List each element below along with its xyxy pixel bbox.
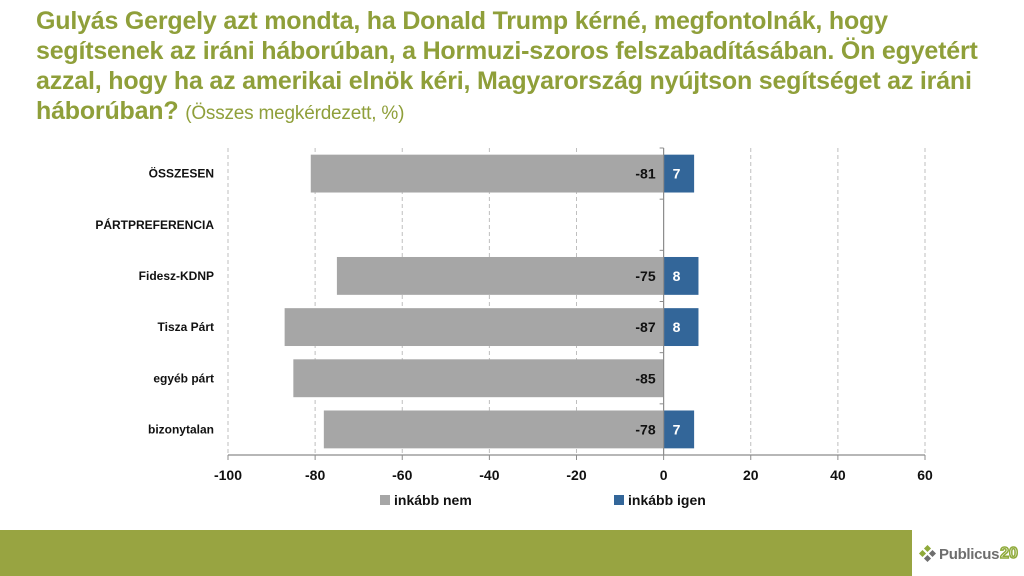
publicus-logo: Publicus 20	[918, 539, 1022, 569]
data-label: -78	[635, 421, 655, 437]
category-labels: ÖSSZESEN PÁRTPREFERENCIA Fidesz-KDNP Tisza …	[95, 166, 214, 437]
category-label: egyéb párt	[153, 371, 214, 385]
legend: inkább nem inkább igen	[380, 492, 706, 508]
x-tick-label: 60	[917, 467, 933, 483]
data-label: 7	[673, 166, 681, 182]
data-label: -75	[635, 268, 655, 284]
footer-band	[0, 530, 912, 576]
data-label: -81	[635, 166, 655, 182]
x-tick-label: 40	[830, 467, 846, 483]
bar-yes	[663, 308, 699, 347]
data-label: 7	[673, 421, 681, 437]
legend-label: inkább nem	[394, 492, 472, 508]
legend-label: inkább igen	[628, 492, 706, 508]
x-tick-label: -60	[392, 467, 412, 483]
bar-no	[336, 256, 664, 295]
bar-no	[293, 359, 664, 398]
data-label: -85	[635, 370, 655, 386]
x-tick-label: -80	[305, 467, 325, 483]
data-label: -87	[635, 319, 655, 335]
bar-no	[323, 410, 664, 449]
title-question: Gulyás Gergely azt mondta, ha Donald Tru…	[36, 7, 978, 125]
legend-swatch	[380, 495, 390, 505]
data-label: 8	[673, 319, 681, 335]
logo-text: Publicus	[939, 545, 1000, 563]
category-label: ÖSSZESEN	[149, 166, 214, 181]
grid-lines	[227, 148, 926, 455]
bar-yes	[663, 256, 699, 295]
x-tick-label: 0	[660, 467, 668, 483]
title-subtitle: (Összes megkérdezett, %)	[185, 103, 405, 124]
publicus-logo-icon	[918, 545, 936, 563]
diverging-bar-chart: -100 -80 -60 -40 -20 0 20 40 60 ÖSSZESEN PÁRTPREF…	[95, 147, 933, 508]
bar-yes	[663, 154, 695, 193]
x-tick-label: -40	[479, 467, 499, 483]
bars	[284, 154, 699, 449]
x-tick-label: 20	[743, 467, 759, 483]
x-axis: -100 -80 -60 -40 -20 0 20 40 60	[214, 147, 933, 483]
bar-yes	[663, 410, 695, 449]
logo-number: 20	[999, 544, 1018, 563]
category-label: Tisza Párt	[158, 320, 214, 334]
x-tick-label: -100	[214, 467, 242, 483]
category-label: PÁRTPREFERENCIA	[95, 217, 214, 232]
x-tick-label: -20	[566, 467, 586, 483]
category-label: bizonytalan	[148, 422, 214, 436]
bar-no	[284, 308, 664, 347]
category-label: Fidesz-KDNP	[139, 269, 214, 283]
data-label: 8	[673, 268, 681, 284]
bar-no	[310, 154, 664, 193]
legend-swatch	[614, 495, 624, 505]
data-labels: -81 7 -75 8 -87 8 -85 -78 7	[635, 166, 680, 438]
chart-title: Gulyás Gergely azt mondta, ha Donald Tru…	[36, 6, 996, 129]
